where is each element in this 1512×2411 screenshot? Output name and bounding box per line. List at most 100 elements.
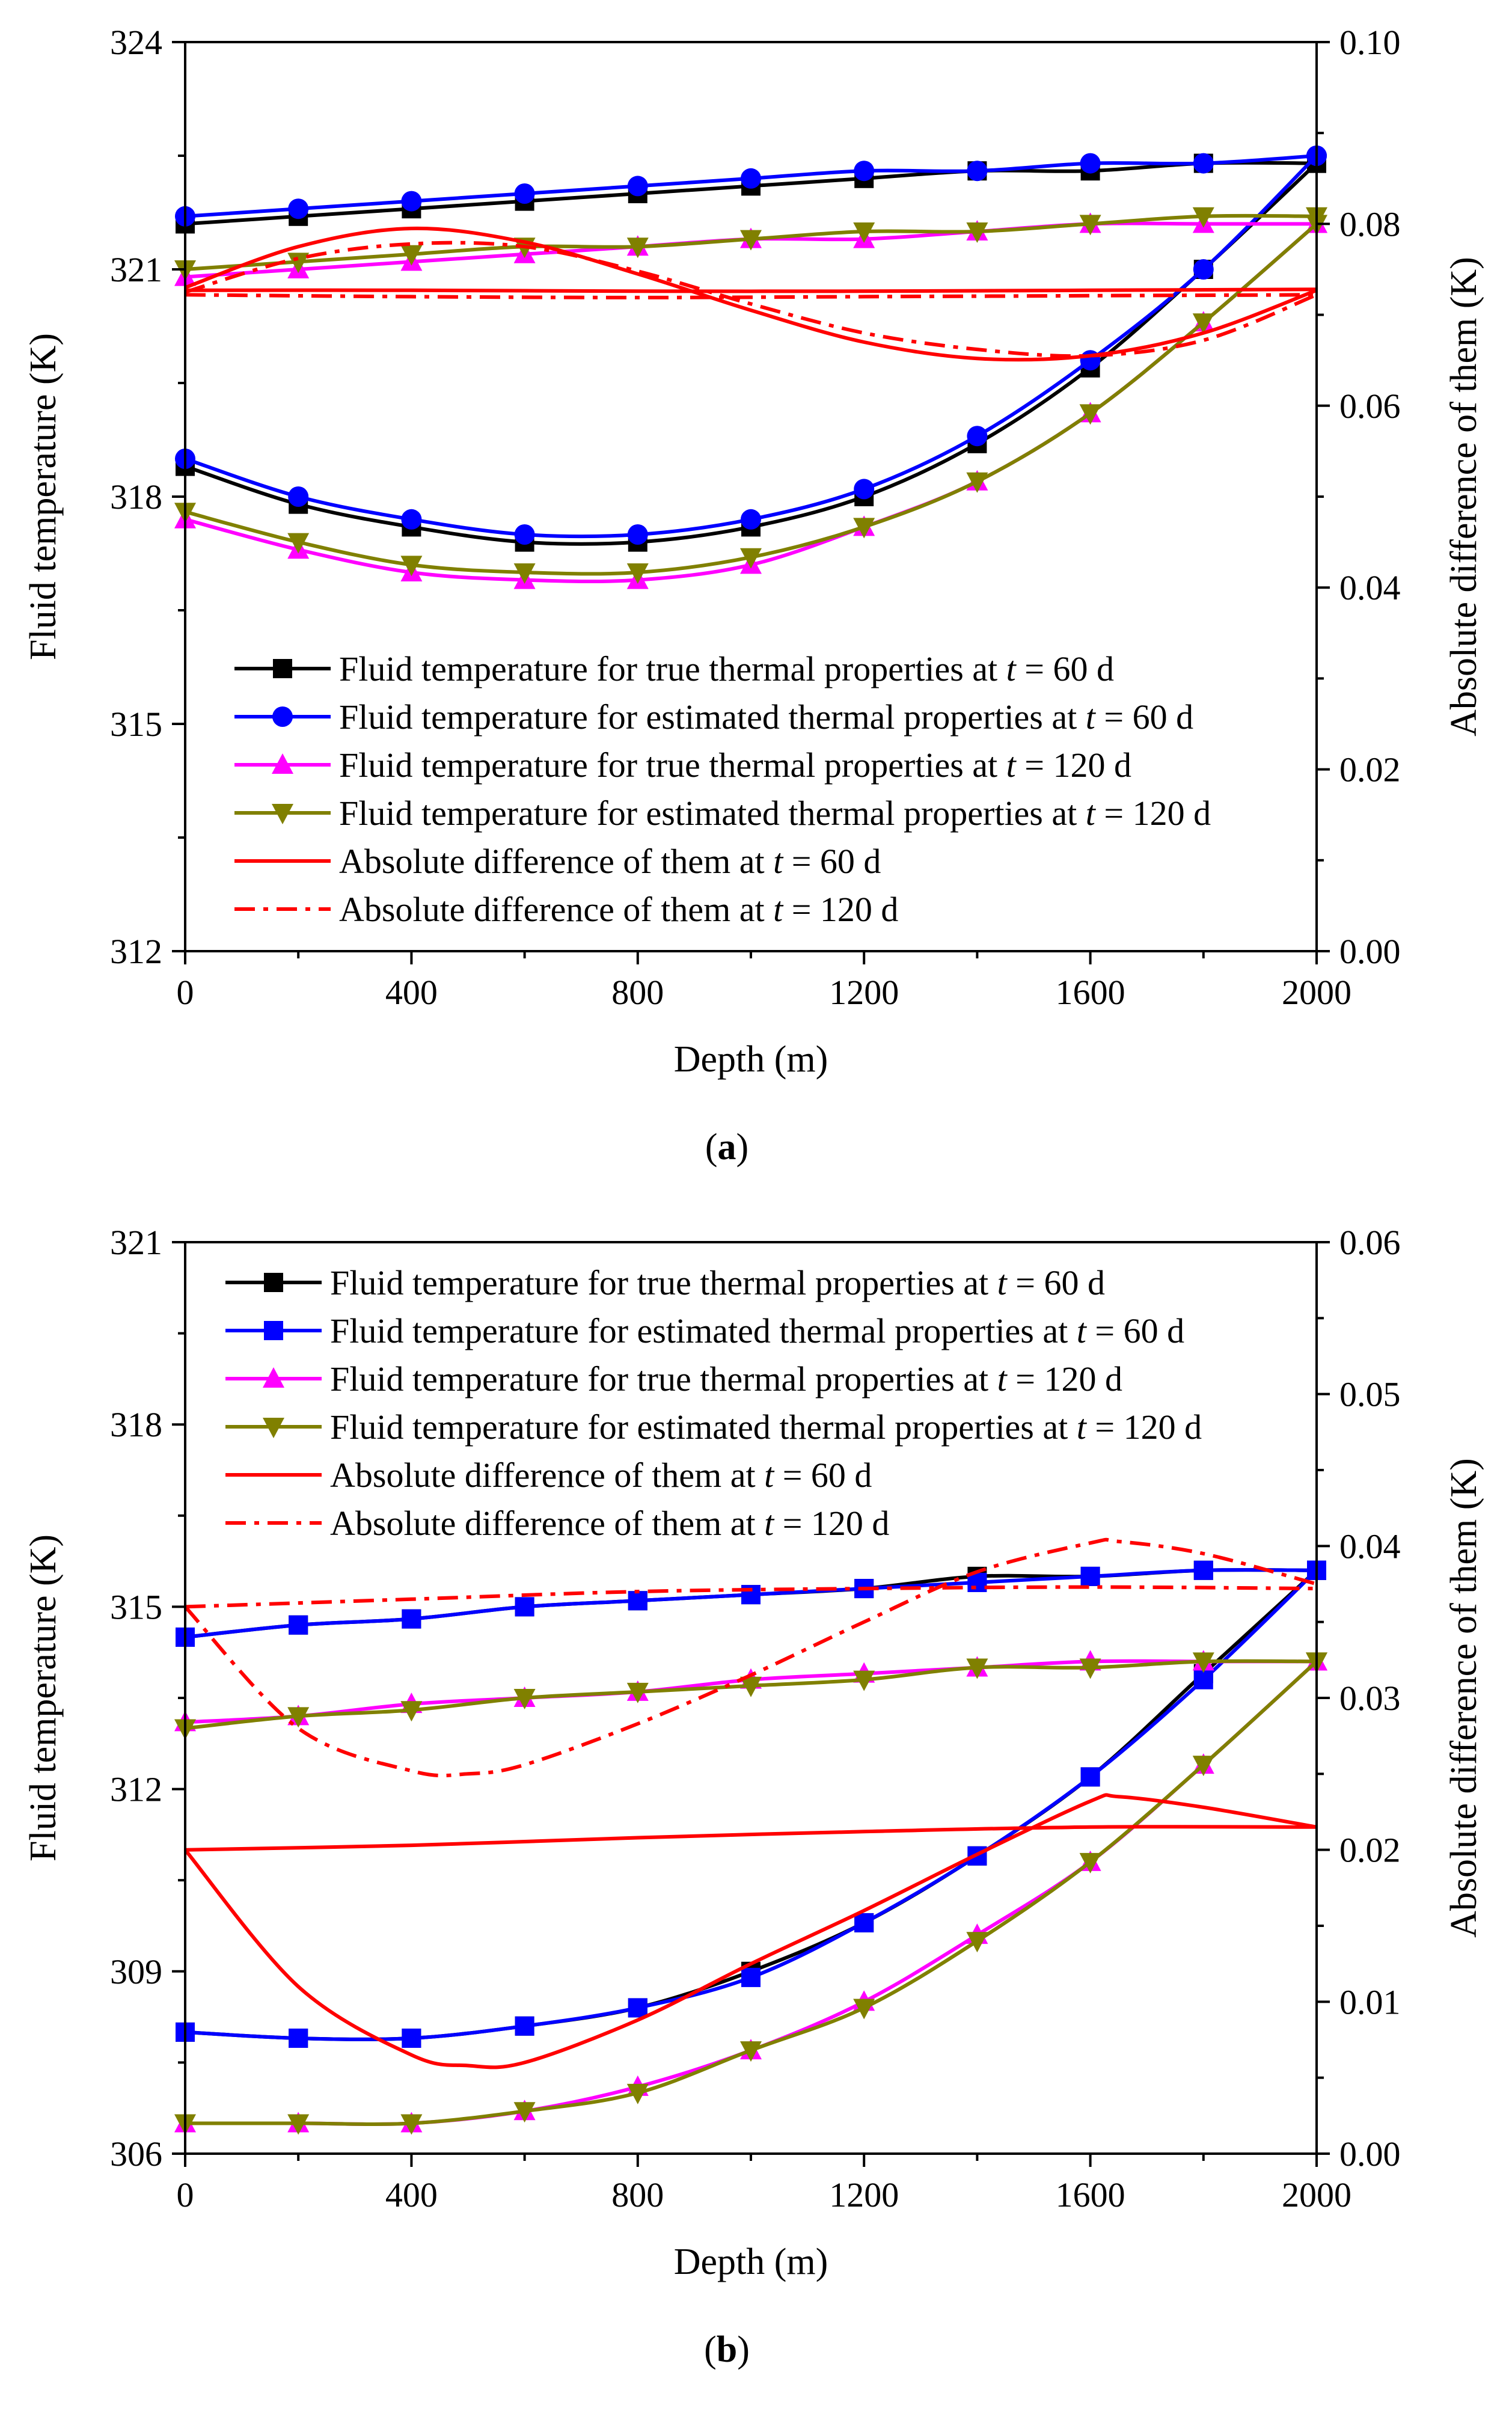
y-tick-label: 312 [110,1770,162,1809]
legend-item: Absolute difference of them at t = 60 d [225,1456,872,1495]
legend-item: Fluid temperature for estimated thermal … [225,1408,1202,1447]
legend-label-prefix: Absolute difference of them at [330,1504,764,1543]
legend-marker [272,753,293,774]
data-point [966,1658,988,1679]
data-point [740,230,762,251]
data-point [854,1913,874,1932]
data-point [854,479,875,500]
panel-label-letter: b [717,2329,737,2370]
legend-label-prefix: Absolute difference of them at [339,842,773,881]
legend-label: Absolute difference of them at t = 60 d [330,1456,872,1495]
data-point [627,524,648,545]
data-point [740,548,762,569]
series-line [185,154,1318,539]
y2-tick-label: 0.04 [1339,1527,1401,1566]
y-axis-title: Fluid temperature (K) [23,1534,64,1861]
legend-label-var: t [1077,1408,1088,1447]
legend-label: Fluid temperature for estimated thermal … [330,1311,1184,1350]
legend-label-suffix: = 60 d [1095,697,1193,737]
legend-label-var: t [997,1263,1008,1302]
data-point [741,1967,761,1987]
data-point [1193,259,1214,280]
series-2 [176,1560,1326,2048]
y2-tick-label: 0.10 [1339,23,1401,62]
legend-label-var: t [1086,697,1097,737]
y2-tick-label: 0.01 [1339,1982,1401,2021]
series-5 [183,1793,1317,2069]
legend-item: Fluid temperature for true thermal prope… [225,1263,1105,1302]
panel-label-letter: a [718,1127,736,1168]
legend-label-prefix: Fluid temperature for estimated thermal … [339,794,1086,833]
y2-tick-label: 0.03 [1339,1679,1401,1718]
data-point [628,1591,647,1611]
data-point [287,533,310,554]
legend-label: Fluid temperature for true thermal prope… [339,746,1131,785]
series-line [185,293,1317,299]
data-point [626,1682,649,1703]
data-point [853,518,875,539]
panel-label: (b) [704,2329,750,2370]
legend-label-prefix: Fluid temperature for true thermal prope… [330,1263,997,1302]
y-tick-label: 324 [110,23,162,62]
series-6 [185,240,1318,358]
legend-label-var: t [1077,1311,1088,1350]
data-point [401,191,422,212]
series-line [183,1537,1317,1778]
data-point [515,1597,534,1617]
data-point [967,161,988,182]
x-axis-title: Depth (m) [674,1039,828,1080]
x-tick-label: 2000 [1282,2175,1351,2214]
series-line [185,1569,1318,2041]
legend-label-suffix: = 120 d [1095,794,1211,833]
data-point [287,253,310,274]
data-point [514,183,535,204]
legend-marker [273,659,292,678]
data-point [288,198,309,219]
data-point [628,1998,647,2018]
series-4 [174,207,1327,584]
legend-marker [264,1273,283,1292]
x-tick-label: 1600 [1056,2175,1125,2214]
x-tick-label: 1200 [829,2175,899,2214]
legend-label-var: t [764,1456,775,1495]
legend-label-prefix: Absolute difference of them at [339,890,773,929]
legend-item: Absolute difference of them at t = 120 d [234,890,898,929]
series-line [185,287,1317,293]
series-line [185,1825,1317,1852]
series-line [185,222,1318,576]
legend-label-suffix: = 60 d [1007,1263,1105,1302]
y2-tick-label: 0.05 [1339,1375,1401,1414]
series-2 [175,146,1327,545]
x-tick-label: 800 [611,2175,664,2214]
y-tick-label: 321 [110,250,162,289]
axes: 0 400 800 1200 1600 2000 306 309 312 315 318 321 0.0… [23,1223,1484,2282]
data-point [1080,1566,1100,1586]
legend-label-var: t [1086,794,1097,833]
data-point [966,1932,988,1953]
y2-axis-title: Absolute difference of them (K) [1443,1458,1484,1938]
x-tick-label: 0 [177,973,194,1012]
data-point [967,426,988,447]
y-tick-label: 309 [110,1952,162,1991]
x-tick-label: 2000 [1282,973,1351,1012]
legend-label-suffix: = 120 d [1007,1359,1122,1399]
legend-label-suffix: = 120 d [774,1504,889,1543]
axes: 0 400 800 1200 1600 2000 312 315 318 321 324 0.00 0.… [23,23,1484,1080]
legend-label: Absolute difference of them at t = 60 d [339,842,881,881]
legend-label-var: t [764,1504,775,1543]
y-tick-label: 315 [110,1587,162,1626]
legend-label-prefix: Absolute difference of them at [330,1456,764,1495]
data-point [740,2041,762,2062]
y-tick-label: 318 [110,477,162,516]
legend-label: Absolute difference of them at t = 120 d [339,890,898,929]
legend-label-suffix: = 60 d [1016,649,1114,688]
x-tick-label: 1600 [1056,973,1125,1012]
data-point [626,237,649,259]
data-point [1193,1670,1213,1690]
legend-label: Fluid temperature for true thermal prope… [330,1359,1122,1399]
data-point [402,2028,421,2048]
data-point [401,509,422,530]
data-point [1079,404,1101,425]
legend-label-var: t [773,890,784,929]
